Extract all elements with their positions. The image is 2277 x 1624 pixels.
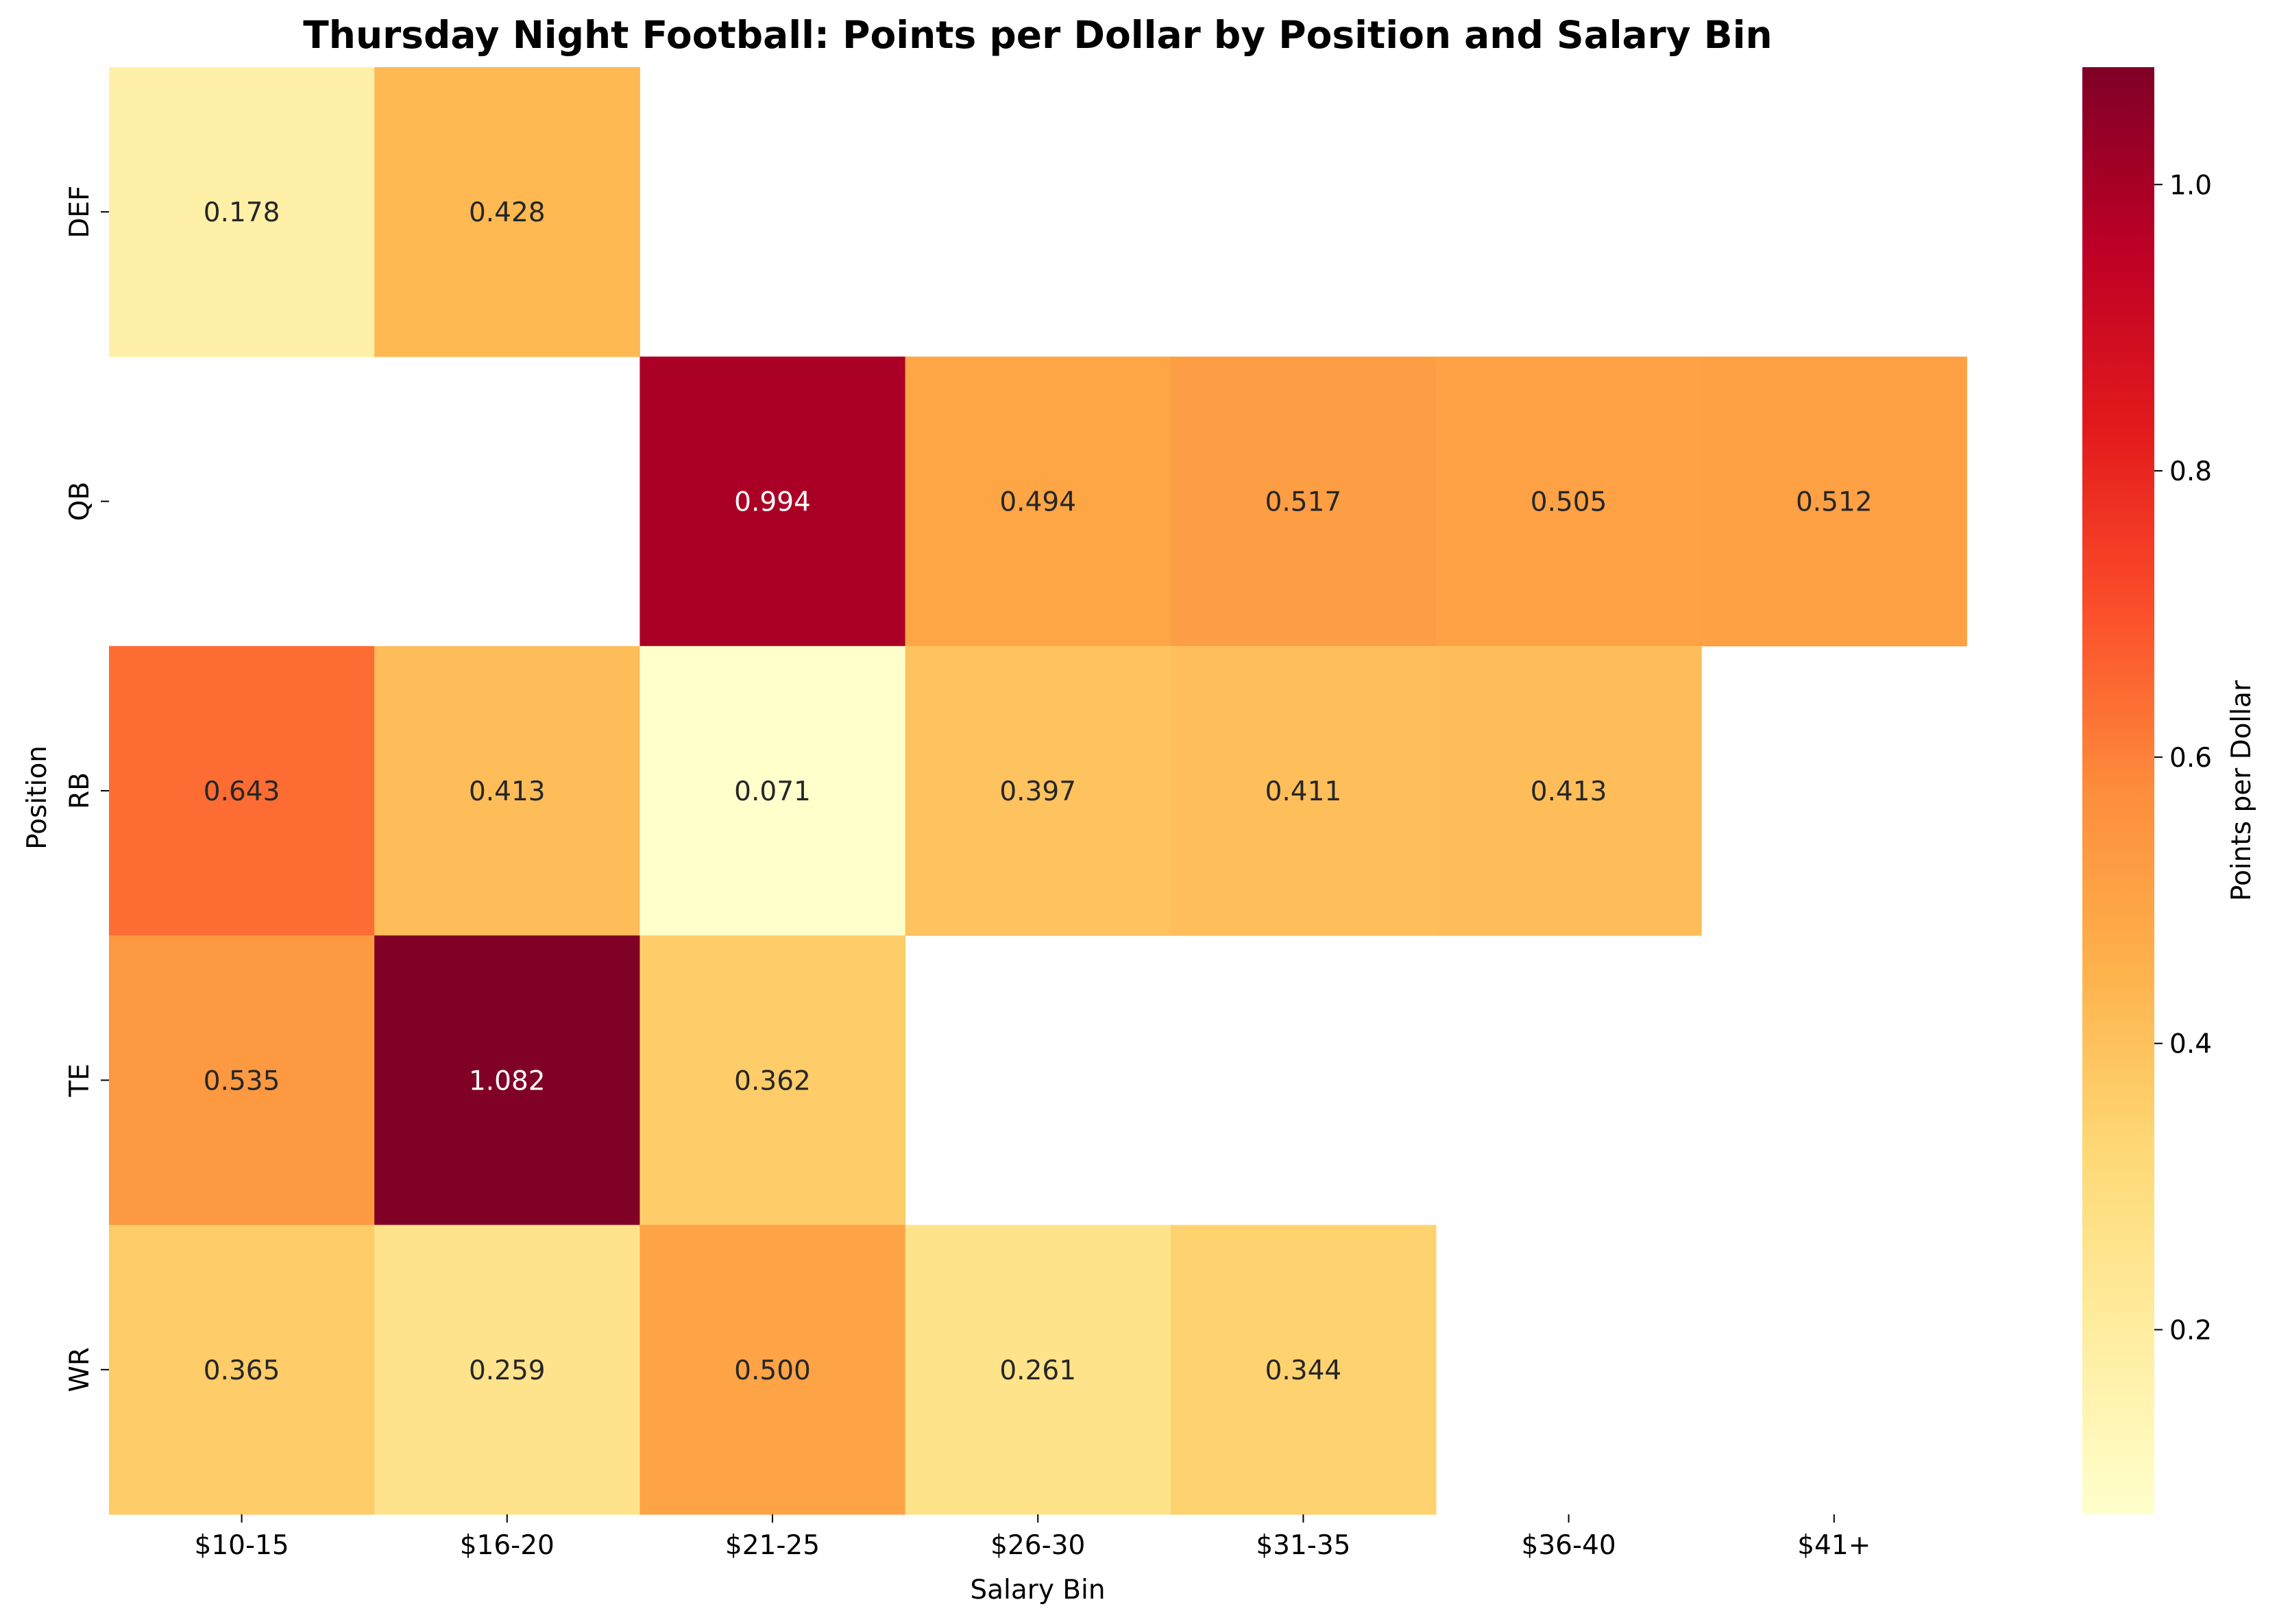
colorbar-tick-label: 0.4 <box>2169 1029 2212 1060</box>
heatmap-cell-rb-5 <box>1436 645 1702 936</box>
colorbar-tick-label: 0.2 <box>2169 1316 2212 1346</box>
heatmap-cell-value: 0.517 <box>1265 487 1342 518</box>
colorbar-ticks: 0.2 0.4 0.6 0.8 1.0 <box>2154 170 2212 1346</box>
y-tick-label: TE <box>64 1063 95 1097</box>
colorbar-tick-label: 0.8 <box>2169 456 2212 487</box>
colorbar-gradient <box>2082 67 2154 1514</box>
colorbar-label: Points per Dollar <box>2226 680 2257 901</box>
heatmap-cell-qb-3 <box>905 356 1171 647</box>
heatmap-cell-value: 0.413 <box>469 776 546 807</box>
heatmap-cell-value: 0.178 <box>204 197 280 228</box>
heatmap-cell-value: 0.494 <box>999 487 1076 518</box>
x-tick-label: $21-25 <box>725 1530 820 1561</box>
x-tick-label: $10-15 <box>195 1530 289 1561</box>
heatmap-cell-wr-0 <box>109 1225 375 1515</box>
heatmap-cell-rb-2 <box>640 645 906 936</box>
heatmap-cell-labels: 0.178 0.428 0.994 0.494 0.517 0.505 0.512 0.643… <box>204 197 1873 1386</box>
heatmap-cell-value: 1.082 <box>469 1066 546 1096</box>
heatmap-cell-value: 0.413 <box>1531 776 1607 807</box>
x-axis-label: Salary Bin <box>970 1575 1105 1605</box>
heatmap-cell-wr-4 <box>1170 1225 1437 1515</box>
heatmap-cell-qb-2 <box>640 356 906 647</box>
y-tick-label: WR <box>64 1347 95 1392</box>
heatmap-cell-def-0 <box>109 67 375 357</box>
heatmap-cell-value: 0.428 <box>469 197 546 228</box>
y-tick-label: DEF <box>64 186 95 238</box>
heatmap-cell-te-0 <box>109 935 375 1226</box>
heatmap-cell-value: 0.500 <box>734 1355 811 1386</box>
heatmap-cell-value: 0.071 <box>734 776 811 807</box>
heatmap-cell-value: 0.994 <box>734 487 811 518</box>
heatmap-cell-value: 0.643 <box>204 776 280 807</box>
heatmap-cell-value: 0.259 <box>469 1355 546 1386</box>
x-axis: $10-15 $16-20 $21-25 $26-30 $31-35 $36-40 $41+ <box>195 1514 1871 1561</box>
heatmap-cell-rb-0 <box>109 645 375 936</box>
heatmap-cell-wr-2 <box>640 1225 906 1515</box>
y-tick-label: RB <box>64 772 95 809</box>
heatmap-cell-value: 0.397 <box>999 776 1076 807</box>
colorbar-tick-label: 1.0 <box>2169 170 2212 201</box>
x-tick-label: $16-20 <box>460 1530 555 1561</box>
heatmap-cell-wr-3 <box>905 1225 1171 1515</box>
heatmap-cell-wr-1 <box>374 1225 640 1515</box>
heatmap-cell-value: 0.411 <box>1265 776 1342 807</box>
heatmap-cell-rb-1 <box>374 645 640 936</box>
heatmap-cell-rb-3 <box>905 645 1171 936</box>
heatmap-cell-value: 0.261 <box>999 1355 1076 1386</box>
heatmap-cell-value: 0.365 <box>204 1355 280 1386</box>
heatmap-cell-value: 0.505 <box>1531 487 1607 518</box>
heatmap-cell-qb-4 <box>1170 356 1437 647</box>
heatmap-cell-qb-6 <box>1701 356 1967 647</box>
heatmap-cell-value: 0.344 <box>1265 1355 1342 1386</box>
heatmap-cell-qb-5 <box>1436 356 1702 647</box>
colorbar: 0.2 0.4 0.6 0.8 1.0 Points per Dollar <box>2082 67 2257 1514</box>
heatmap-cell-te-1 <box>374 935 640 1226</box>
y-tick-label: QB <box>64 482 95 521</box>
heatmap-cell-value: 0.362 <box>734 1066 811 1096</box>
x-tick-label: $41+ <box>1797 1530 1871 1561</box>
x-tick-label: $31-35 <box>1256 1530 1350 1561</box>
y-axis: DEF QB RB TE WR <box>64 186 109 1392</box>
heatmap-cell-value: 0.512 <box>1796 487 1873 518</box>
heatmap-cell-value: 0.535 <box>204 1066 280 1096</box>
heatmap-cell-rb-4 <box>1170 645 1437 936</box>
colorbar-tick-label: 0.6 <box>2169 743 2212 774</box>
x-tick-label: $36-40 <box>1522 1530 1616 1561</box>
chart-title: Thursday Night Football: Points per Doll… <box>303 13 1772 57</box>
heatmap-cells <box>109 67 1967 1515</box>
heatmap-cell-te-2 <box>640 935 906 1226</box>
y-axis-label: Position <box>22 746 53 850</box>
heatmap-cell-def-1 <box>374 67 640 357</box>
x-tick-label: $26-30 <box>990 1530 1085 1561</box>
